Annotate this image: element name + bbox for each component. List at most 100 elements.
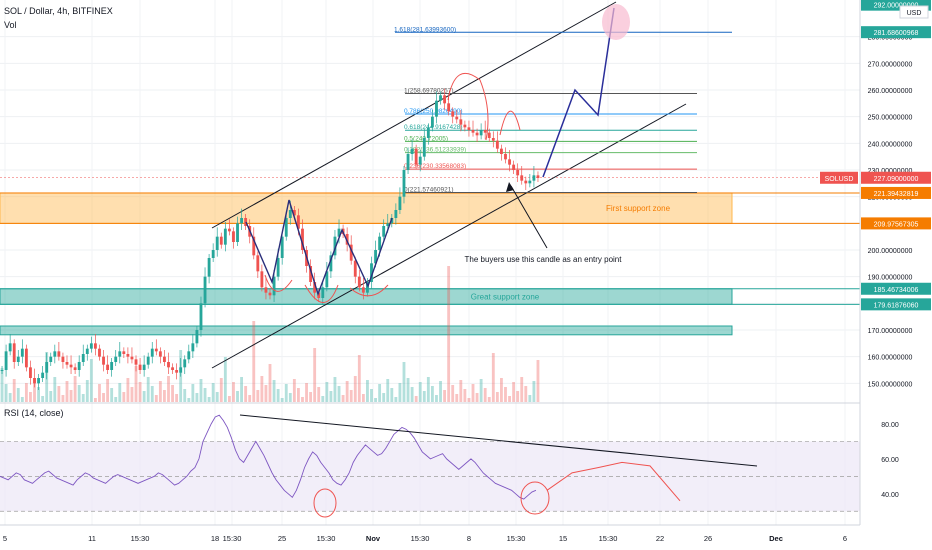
volume-bar: [215, 392, 219, 402]
volume-bar: [77, 385, 81, 402]
candle-body: [219, 236, 223, 245]
price-tick-label: 270.00000000: [868, 61, 913, 68]
time-tick-label: 6: [843, 534, 847, 543]
volume-bar: [12, 379, 16, 402]
volume-bar: [126, 378, 130, 402]
volume-bar: [430, 386, 434, 402]
candle-body: [264, 287, 268, 293]
price-badge-label: 209.97567305: [874, 221, 919, 228]
volume-bar: [500, 378, 503, 402]
volume-bar: [410, 387, 414, 402]
fib-level-label: 0.618(244.9167428): [404, 124, 463, 131]
candle-body: [227, 228, 231, 232]
volume-bar: [370, 389, 373, 402]
volume-bar: [536, 360, 540, 402]
candle-body: [167, 362, 170, 368]
candle-body: [93, 343, 97, 349]
volume-bar: [276, 389, 280, 402]
candle-body: [33, 378, 36, 384]
time-tick-label: 15: [559, 534, 567, 543]
candle-body: [69, 364, 73, 368]
volume-bar: [422, 391, 426, 402]
volume-bar: [451, 385, 455, 402]
volume-bar: [402, 362, 406, 402]
support-zone-label: Great support zone: [471, 293, 540, 302]
volume-bar: [337, 386, 341, 402]
time-tick-label: 5: [3, 534, 7, 543]
candle-body: [512, 164, 516, 170]
candle-body: [292, 210, 296, 216]
volume-bar: [374, 398, 377, 402]
volume-bar: [398, 383, 402, 402]
candle-body: [455, 116, 459, 120]
candle-body: [236, 223, 239, 242]
volume-bar: [183, 389, 187, 402]
candle-body: [487, 132, 491, 138]
fib-level-label: 0.382(236.51233939): [404, 147, 466, 154]
candle-body: [203, 276, 207, 304]
support-zone-label: First support zone: [606, 204, 671, 213]
candle-body: [471, 130, 475, 133]
volume-bar: [467, 398, 471, 402]
volume-bar: [20, 397, 24, 402]
candle-body: [142, 364, 146, 370]
candle-body: [349, 244, 353, 261]
candle-body: [45, 362, 49, 373]
candle-body: [443, 95, 447, 104]
candle-body: [435, 100, 438, 117]
support-zone-box: [0, 325, 733, 336]
candle-body: [4, 351, 8, 370]
candle-body: [150, 348, 154, 357]
volume-bar: [199, 379, 203, 402]
candle-body: [504, 154, 507, 160]
candle-body: [451, 111, 455, 117]
volume-bar: [146, 377, 150, 402]
volume-bar: [122, 392, 126, 402]
candle-body: [81, 354, 85, 362]
candle-body: [110, 362, 114, 370]
candle-body: [284, 218, 288, 237]
candle-body: [106, 364, 110, 370]
rsi-panel: [0, 402, 860, 526]
fib-level-label: 1.618(281.63993600): [394, 26, 456, 33]
candle-body: [244, 218, 248, 226]
price-badge-label: 179.61876060: [874, 302, 919, 309]
volume-bar: [447, 266, 451, 402]
candle-body: [114, 356, 118, 362]
projection-path: [542, 7, 615, 178]
fibonacci-retracement: 1.618(281.63993600) 1(258.69780257) 0.786(…: [394, 26, 732, 193]
volume-bar: [406, 378, 410, 402]
candle-body: [479, 130, 483, 136]
candle-body: [390, 218, 394, 224]
annotation-drawings: The buyers use this candle as an entry p…: [245, 4, 630, 303]
candle-body: [240, 218, 243, 224]
volume-bar: [236, 391, 239, 402]
volume-bar: [33, 378, 36, 402]
candle-body: [29, 367, 32, 378]
volume-bar: [341, 395, 345, 402]
candle-body: [406, 154, 410, 170]
volume-bar: [138, 382, 142, 402]
candle-body: [211, 250, 215, 258]
axes: 150.00000000 160.00000000 170.00000000 18 0.…: [3, 0, 932, 550]
candle-body: [422, 138, 426, 157]
price-badge-label: 221.39432819: [874, 191, 919, 198]
candle-body: [426, 127, 430, 138]
candle-body: [130, 356, 134, 360]
volume-bar: [386, 379, 390, 402]
volume-bar: [443, 390, 447, 402]
candle-body: [516, 170, 520, 176]
price-tick-label: 200.00000000: [868, 248, 913, 255]
support-zones: First support zone Great support zone: [0, 177, 860, 336]
time-tick-label: 11: [88, 534, 96, 543]
price-badge: [861, 0, 931, 11]
volume-bar: [41, 396, 45, 402]
volume-bar: [110, 388, 114, 402]
candle-body: [41, 372, 45, 378]
price-badge-label: 281.68600968: [874, 30, 919, 37]
candle-body: [171, 367, 174, 370]
candle-body: [73, 367, 77, 370]
candle-body: [536, 175, 540, 178]
volume-bar: [0, 368, 4, 402]
